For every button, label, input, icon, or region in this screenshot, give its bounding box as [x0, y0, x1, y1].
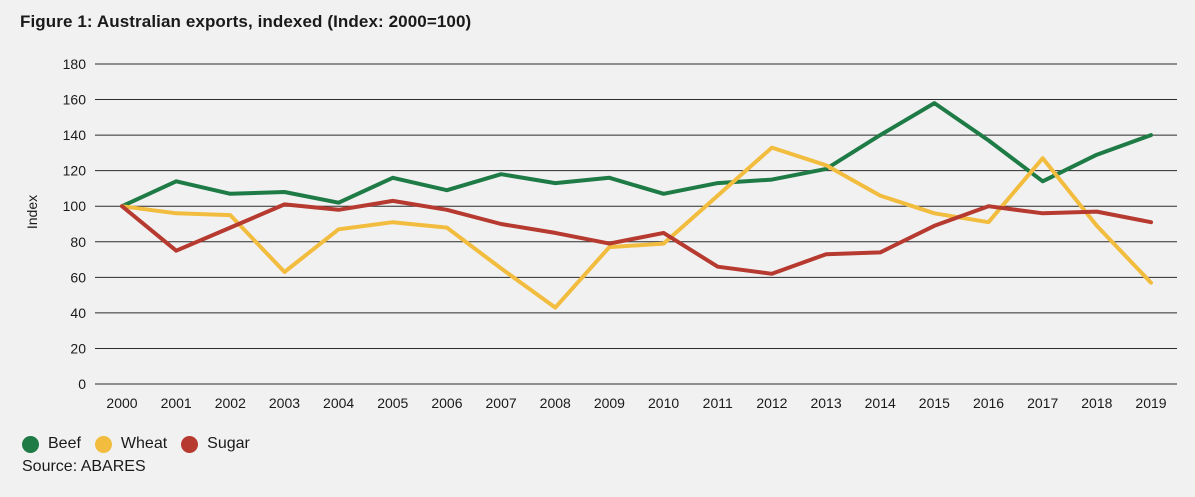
x-tick-label: 2001 [161, 395, 192, 411]
series-lines [120, 101, 1153, 310]
x-tick-label: 2018 [1081, 395, 1112, 411]
x-tick-labels: 2000 2001 2002 2003 2004 2005 2006 2007 2008 2009… [106, 395, 1166, 411]
legend: Beef Wheat Sugar [22, 435, 264, 453]
legend-swatch-sugar [181, 435, 199, 453]
x-tick-label: 2004 [323, 395, 354, 411]
x-tick-label: 2019 [1135, 395, 1166, 411]
x-tick-label: 2010 [648, 395, 679, 411]
x-tick-label: 2008 [540, 395, 571, 411]
y-tick-label: 120 [63, 163, 87, 179]
y-tick-label: 40 [70, 305, 86, 321]
y-tick-label: 20 [70, 340, 86, 356]
x-tick-label: 2005 [377, 395, 408, 411]
legend-swatch-wheat [94, 435, 112, 453]
source-note: Source: ABARES [22, 458, 146, 475]
x-tick-label: 2017 [1027, 395, 1058, 411]
y-axis-label: Index [24, 195, 40, 229]
legend-label-wheat: Wheat [120, 435, 168, 452]
x-tick-label: 2003 [269, 395, 300, 411]
x-tick-label: 2014 [865, 395, 896, 411]
y-tick-label: 60 [70, 269, 86, 285]
x-tick-label: 2009 [594, 395, 625, 411]
series-line-wheat [120, 145, 1153, 310]
series-line-beef [120, 101, 1153, 209]
x-tick-label: 2013 [810, 395, 841, 411]
y-tick-label: 80 [70, 234, 86, 250]
y-tick-labels: 0 20 40 60 80 100 120 140 160 180 [63, 56, 87, 392]
x-tick-label: 2006 [431, 395, 462, 411]
x-tick-label: 2007 [486, 395, 517, 411]
y-tick-label: 0 [78, 376, 86, 392]
y-tick-label: 100 [63, 198, 87, 214]
x-tick-label: 2015 [919, 395, 950, 411]
legend-swatch-beef [22, 435, 39, 453]
y-tick-label: 140 [63, 127, 87, 143]
legend-item-beef: Beef [22, 435, 81, 453]
gridlines [95, 63, 1177, 385]
x-tick-label: 2000 [106, 395, 137, 411]
y-tick-label: 180 [63, 56, 87, 72]
x-tick-label: 2011 [703, 395, 733, 411]
legend-label-beef: Beef [48, 435, 81, 452]
x-tick-label: 2002 [215, 395, 246, 411]
chart-title: Figure 1: Australian exports, indexed (I… [20, 12, 472, 31]
x-tick-label: 2012 [756, 395, 787, 411]
legend-item-wheat: Wheat [94, 435, 168, 453]
legend-label-sugar: Sugar [207, 435, 250, 452]
series-line-sugar [120, 198, 1153, 276]
y-tick-label: 160 [63, 92, 87, 108]
x-tick-label: 2016 [973, 395, 1004, 411]
legend-item-sugar: Sugar [181, 435, 250, 453]
